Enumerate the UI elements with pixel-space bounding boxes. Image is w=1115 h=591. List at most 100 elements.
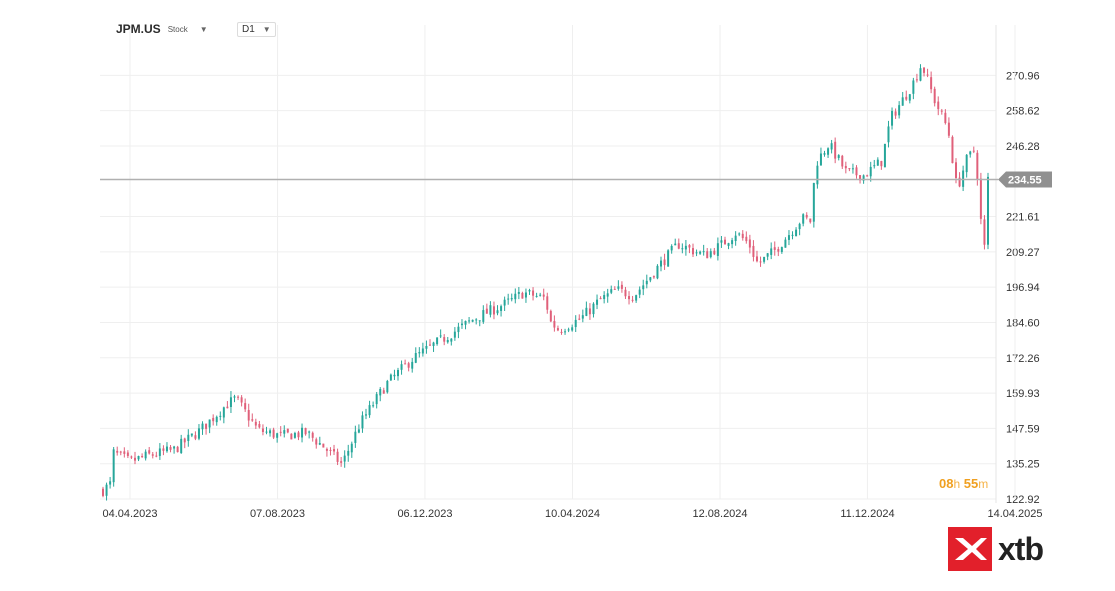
- candle-body: [219, 415, 222, 417]
- candle-body: [933, 88, 936, 104]
- candle-body: [357, 429, 360, 433]
- candle-body: [912, 80, 915, 94]
- candle-body: [556, 328, 559, 331]
- candle-body: [823, 153, 826, 155]
- candle-body: [617, 286, 620, 289]
- candle-body: [212, 417, 215, 422]
- symbol-selector[interactable]: JPM.US Stock ▼: [116, 22, 208, 36]
- candle-body: [393, 374, 396, 377]
- candle-body: [492, 306, 495, 315]
- symbol-label: JPM.US: [116, 22, 161, 36]
- x-tick-label: 14.04.2025: [987, 508, 1042, 520]
- candle-body: [951, 136, 954, 164]
- candle-body: [389, 374, 392, 381]
- candle-body: [620, 284, 623, 289]
- candle-body: [958, 177, 961, 187]
- candle-body: [571, 327, 574, 331]
- candle-body: [496, 310, 499, 314]
- y-tick-label: 184.60: [1006, 317, 1040, 329]
- candle-body: [325, 448, 328, 451]
- candle-body: [923, 67, 926, 73]
- candle-body: [372, 405, 375, 407]
- candle-body: [418, 352, 421, 354]
- candle-body: [311, 432, 314, 438]
- candle-body: [674, 243, 677, 246]
- candle-body: [955, 162, 958, 179]
- candle-body: [485, 308, 488, 314]
- candle-body: [649, 277, 652, 281]
- candle-body: [695, 252, 698, 254]
- candle-body: [873, 165, 876, 167]
- current-price-label: 234.55: [1008, 175, 1042, 187]
- xtb-logo: xtb: [948, 527, 1044, 571]
- candle-body: [112, 449, 115, 483]
- candle-body: [596, 299, 599, 305]
- candle-body: [397, 369, 399, 377]
- candle-body: [308, 431, 311, 433]
- candle-body: [365, 414, 368, 416]
- candle-body: [489, 305, 492, 315]
- y-tick-label: 221.61: [1006, 212, 1040, 224]
- candle-body: [137, 456, 140, 460]
- candle-body: [539, 294, 542, 296]
- candle-body: [507, 298, 510, 300]
- candle-body: [862, 175, 865, 181]
- candle-body: [460, 323, 463, 326]
- candle-body: [894, 111, 897, 116]
- chevron-down-icon[interactable]: ▼: [199, 24, 208, 34]
- candle-body: [471, 319, 474, 322]
- candle-body: [638, 289, 641, 295]
- candle-body: [965, 154, 968, 173]
- y-tick-label: 270.96: [1006, 70, 1040, 82]
- y-tick-label: 159.93: [1006, 388, 1040, 400]
- candle-body: [276, 433, 279, 438]
- candle-body: [407, 363, 410, 368]
- countdown-hours: 08: [939, 476, 954, 491]
- candle-body: [535, 295, 538, 297]
- y-tick-label: 246.28: [1006, 141, 1040, 153]
- candle-body: [564, 331, 567, 333]
- candle-body: [464, 320, 467, 325]
- candle-body: [116, 450, 119, 453]
- candle-body: [503, 299, 506, 306]
- candle-body: [222, 407, 225, 418]
- candle-body: [581, 315, 584, 319]
- candle-body: [272, 429, 275, 438]
- candle-body: [500, 306, 503, 311]
- candle-body: [766, 253, 769, 257]
- candle-body: [343, 455, 346, 462]
- candle-body: [322, 443, 325, 448]
- y-tick-label: 209.27: [1006, 247, 1040, 259]
- candle-body: [450, 338, 453, 342]
- candle-body: [987, 176, 989, 245]
- candle-body: [773, 247, 776, 250]
- candle-body: [787, 235, 790, 240]
- candle-body: [962, 170, 965, 187]
- y-tick-label: 196.94: [1006, 282, 1040, 294]
- x-tick-label: 06.12.2023: [397, 508, 452, 520]
- candle-body: [443, 337, 446, 342]
- timeframe-label: D1: [242, 24, 255, 35]
- y-tick-label: 258.62: [1006, 106, 1040, 118]
- candle-body: [105, 484, 108, 496]
- candle-body: [436, 337, 439, 345]
- candle-body: [940, 110, 943, 112]
- candle-body: [432, 342, 435, 346]
- candle-body: [816, 165, 819, 185]
- candle-body: [830, 143, 833, 150]
- candle-body: [656, 265, 659, 279]
- candle-body: [688, 245, 691, 248]
- candle-body: [919, 68, 922, 81]
- timeframe-selector[interactable]: D1 ▼: [237, 22, 276, 37]
- candle-body: [386, 380, 389, 393]
- candle-body: [741, 233, 744, 239]
- candle-body: [379, 388, 382, 396]
- candle-body: [727, 243, 730, 246]
- candle-body: [176, 446, 179, 453]
- candle-body: [574, 319, 577, 328]
- candle-body: [834, 141, 837, 159]
- candle-body: [546, 296, 549, 310]
- candle-body: [592, 303, 595, 315]
- candle-body: [247, 409, 250, 421]
